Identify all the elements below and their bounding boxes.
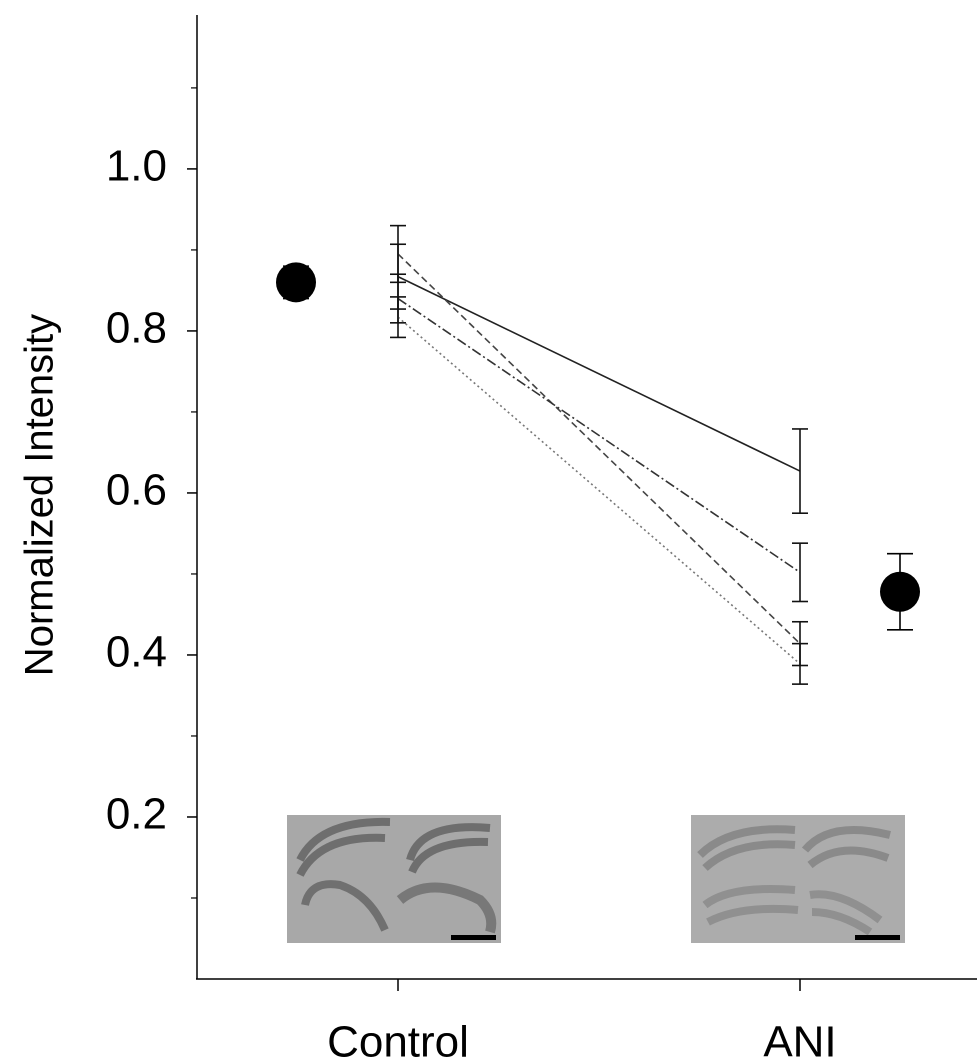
mean-dot [276,262,316,302]
x-tick-label: Control [327,1018,469,1060]
series-line [398,317,800,664]
y-tick-label: 0.4 [106,628,167,677]
series-line [398,299,800,573]
inset-ani [691,815,905,943]
y-tick-label: 1.0 [106,142,167,191]
mean-dot [880,572,920,612]
error-bar [792,644,808,685]
y-tick-label: 0.2 [106,790,167,839]
page: {"chart_data": { "type": "line", "y_labe… [0,0,977,1060]
error-bar [792,429,808,513]
series-line [398,254,800,644]
chart: Normalized Intensity 0.2 0.4 0.6 0.8 1.0 Cont… [0,0,977,1060]
series-line [398,277,800,471]
inset-control [287,815,501,943]
x-tick-label: ANI [763,1018,836,1060]
y-tick-label: 0.6 [106,466,167,515]
y-tick-label: 0.8 [106,304,167,353]
error-bar [792,543,808,601]
y-axis-label: Normalized Intensity [18,314,62,676]
